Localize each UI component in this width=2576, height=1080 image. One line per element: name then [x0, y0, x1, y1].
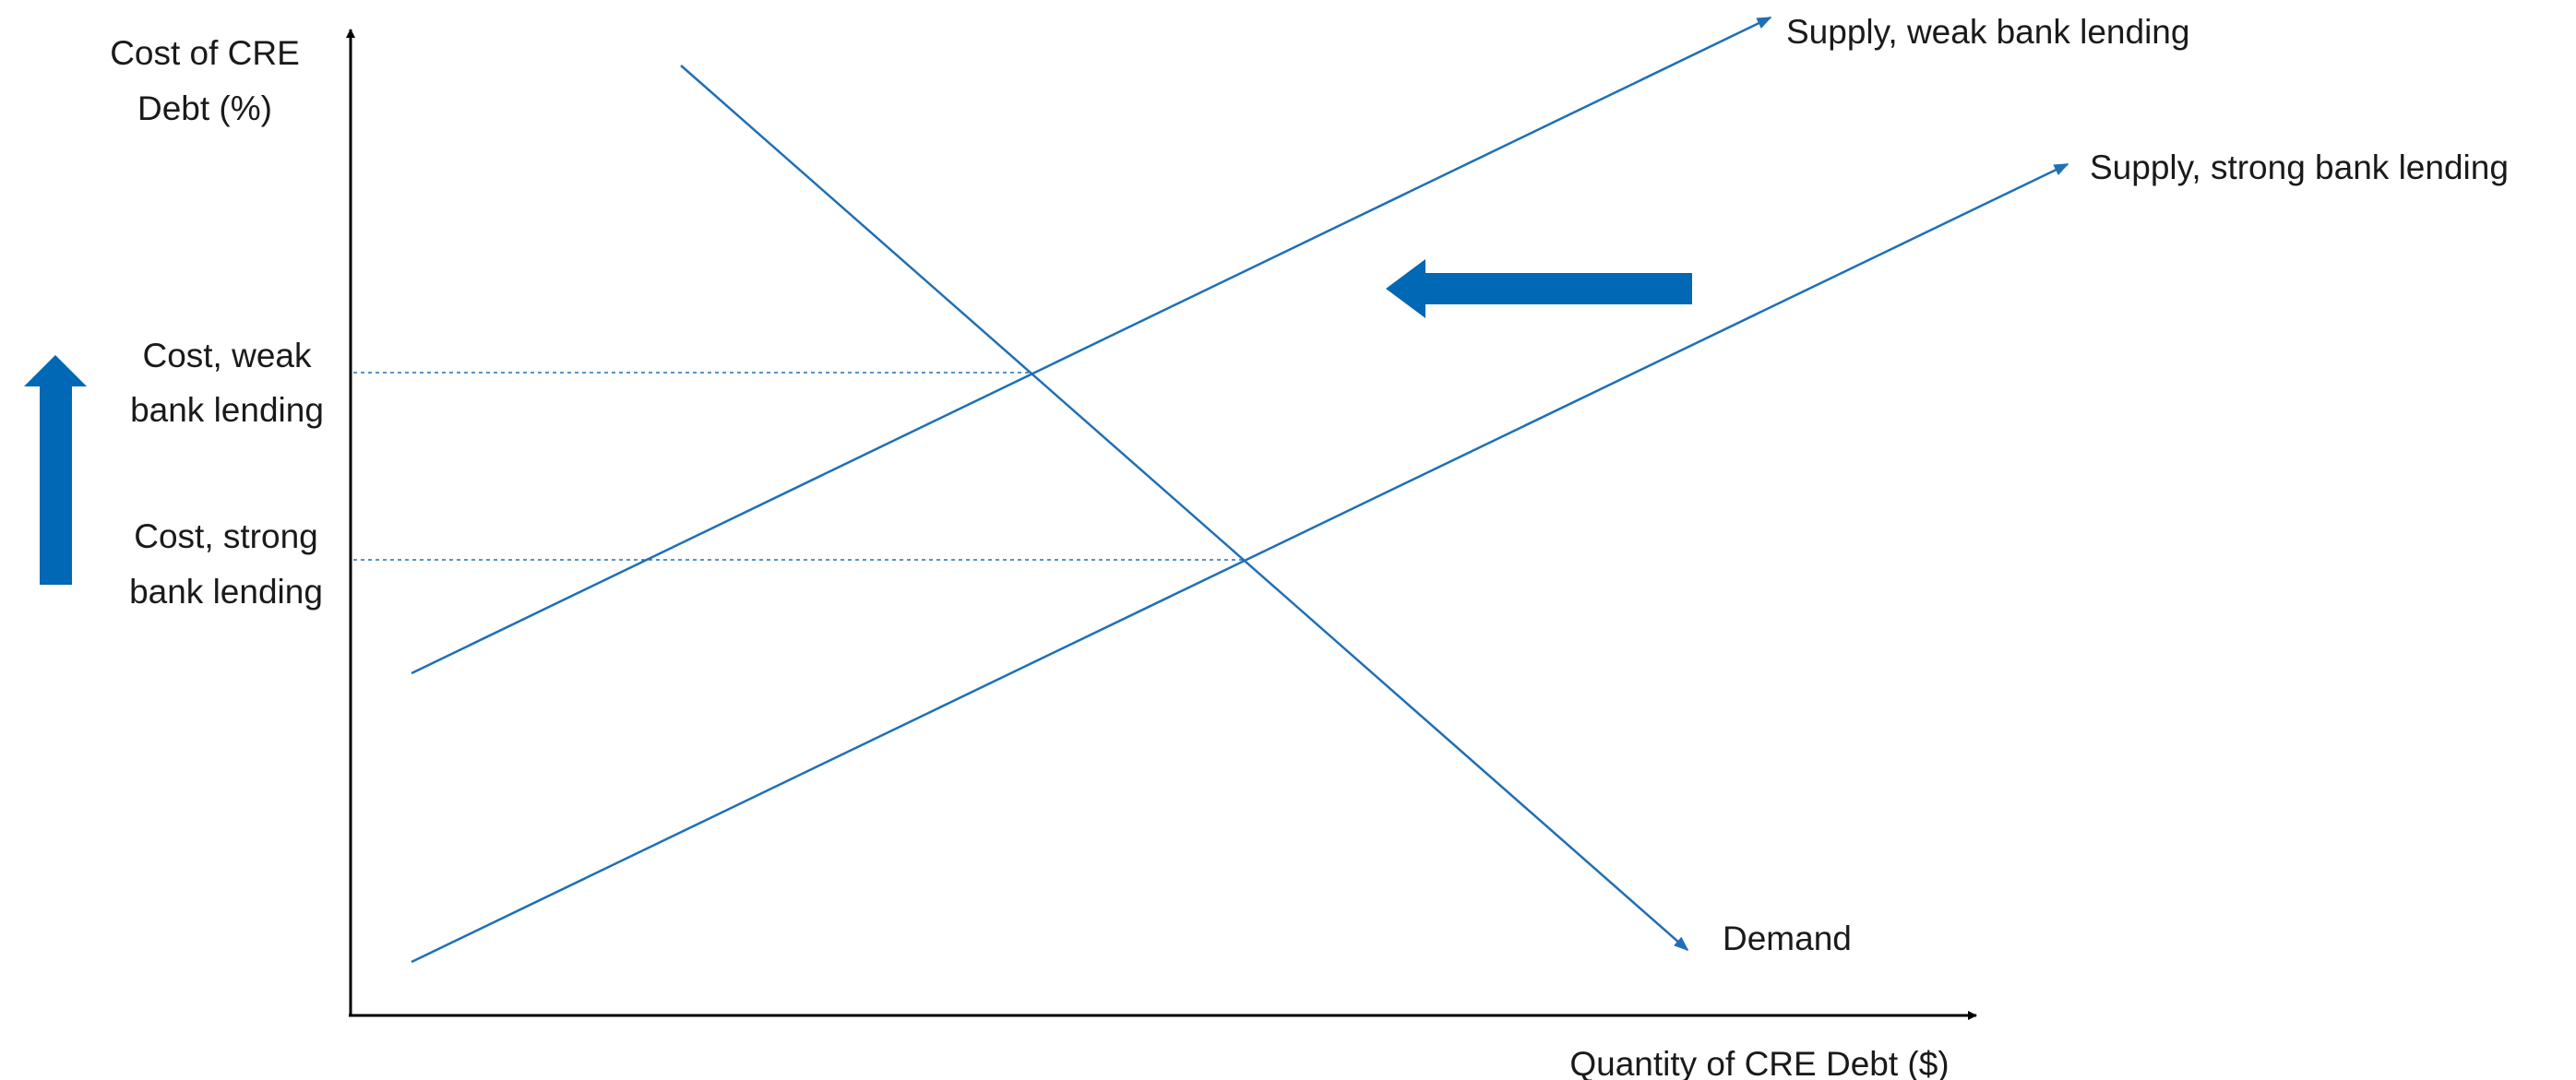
demand-label: Demand	[1723, 920, 1852, 957]
supply-weak-curve	[411, 16, 1772, 675]
x-axis-label: Quantity of CRE Debt ($)	[1569, 1045, 1949, 1080]
supply-strong-curve	[411, 162, 2069, 964]
supply-strong-label: Supply, strong bank lending	[2090, 148, 2509, 186]
weak-cost-label-line2: bank lending	[130, 391, 324, 429]
left-shift-arrow	[1386, 259, 1692, 318]
demand-curve	[680, 65, 1689, 952]
strong-cost-label-line1: Cost, strong	[134, 517, 317, 555]
strong-cost-label-line2: bank lending	[129, 573, 323, 611]
y-axis-label-line1: Cost of CRE	[110, 34, 300, 72]
supply-weak-label: Supply, weak bank lending	[1786, 13, 2189, 51]
weak-cost-label-line1: Cost, weak	[142, 337, 312, 374]
up-shift-arrow	[24, 355, 87, 585]
y-axis-label-line2: Debt (%)	[137, 89, 272, 127]
